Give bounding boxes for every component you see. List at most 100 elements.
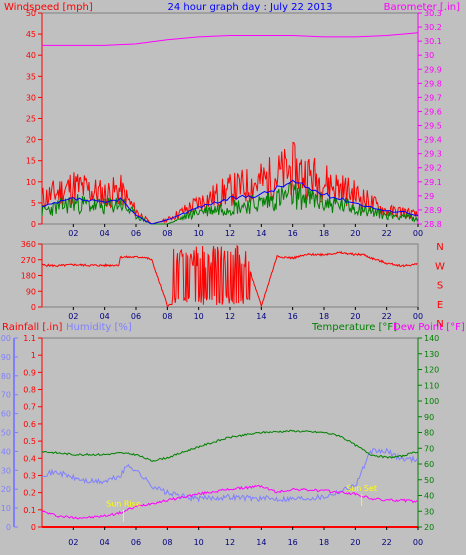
humidity-y-tick-label: 20 <box>1 485 11 494</box>
direction-x-tick-label: 16 <box>288 312 298 321</box>
dewpoint-axis-title: Dew Point [°F] <box>393 322 465 333</box>
weather-x-tick-label: 20 <box>350 538 360 547</box>
temperature-y-tick-label: 60 <box>424 460 434 469</box>
barometer-y-tick-label: 28.9 <box>424 206 442 215</box>
barometer-y-tick-label: 30.3 <box>424 9 442 18</box>
wind-y-tick-label: 35 <box>26 72 36 81</box>
wind-barometer-panel: 0 5 10 15 20 25 30 35 40 45 50 28.8 28.9 29 29.1 29.2 29… <box>26 9 442 238</box>
wind-x-tick-label: 18 <box>319 229 329 238</box>
temperature-y-tick-label: 110 <box>424 381 439 390</box>
direction-x-tick-label: 06 <box>131 312 141 321</box>
rain-y-tick-label: 1.1 <box>23 334 36 343</box>
weather-x-tick-label: 22 <box>382 538 392 547</box>
barometer-y-tick-label: 30.1 <box>424 37 442 46</box>
rain-y-tick-label: 0.2 <box>23 489 36 498</box>
barometer-y-tick-label: 29.3 <box>424 150 442 159</box>
rain-y-tick-label: 0.4 <box>23 454 36 463</box>
humidity-series <box>41 447 419 503</box>
direction-y-tick-label: 90 <box>26 287 36 296</box>
temperature-axis-title: Temperature [°F] <box>311 322 397 333</box>
weather-x-tick-label: 06 <box>131 538 141 547</box>
temperature-y-tick-label: 120 <box>424 366 439 375</box>
dewpoint-series <box>41 484 418 520</box>
windspeed-axis-title: Windspeed [mph] <box>4 2 93 13</box>
wind-x-tick-label: 10 <box>194 229 204 238</box>
weather-x-tick-label: 12 <box>225 538 235 547</box>
humidity-y-tick-label: 0 <box>6 523 11 532</box>
wind-x-tick-label: 04 <box>100 229 110 238</box>
barometer-y-tick-label: 29.1 <box>424 178 442 187</box>
compass-label: W <box>435 261 445 272</box>
direction-x-tick-label: 22 <box>382 312 392 321</box>
wind-y-tick-label: 15 <box>26 157 36 166</box>
direction-y-tick-label: 0 <box>31 303 36 312</box>
humidity-y-tick-label: 10 <box>1 504 11 513</box>
direction-y-tick-label: 270 <box>21 256 36 265</box>
wind-x-tick-label: 14 <box>256 229 266 238</box>
humidity-y-tick-label: 80 <box>1 372 11 381</box>
humidity-y-tick-label: 60 <box>1 410 11 419</box>
barometer-y-tick-label: 29.4 <box>424 136 442 145</box>
wind-y-tick-label: 40 <box>26 51 36 60</box>
temperature-series <box>41 429 419 462</box>
wind-x-tick-label: 08 <box>162 229 172 238</box>
humidity-y-tick-label: 50 <box>1 429 11 438</box>
weather-x-tick-label: 10 <box>194 538 204 547</box>
barometer-axis-title: Barometer [.in] <box>384 2 460 13</box>
humidity-y-tick-label: 30 <box>1 466 11 475</box>
barometer-y-tick-label: 29.5 <box>424 122 442 131</box>
direction-x-tick-label: 02 <box>68 312 78 321</box>
wind-x-tick-label: 00 <box>413 229 423 238</box>
direction-x-tick-label: 14 <box>256 312 266 321</box>
temperature-y-tick-label: 50 <box>424 476 434 485</box>
compass-label: S <box>437 281 443 292</box>
humidity-y-tick-label: 90 <box>1 353 11 362</box>
humidity-y-tick-label: 70 <box>1 391 11 400</box>
temperature-y-tick-label: 30 <box>424 507 434 516</box>
wind-x-tick-label: 02 <box>68 229 78 238</box>
weather-x-tick-label: 16 <box>288 538 298 547</box>
direction-y-tick-label: 360 <box>21 240 36 249</box>
direction-x-tick-label: 12 <box>225 312 235 321</box>
sunset-label: Sun Set <box>346 484 377 493</box>
barometer-y-tick-label: 29.9 <box>424 65 442 74</box>
sunrise-label: Sun Rise <box>106 500 141 509</box>
weather-x-tick-label: 18 <box>319 538 329 547</box>
compass-label: N <box>436 242 443 253</box>
rain-y-tick-label: 0.7 <box>23 403 36 412</box>
barometer-y-tick-label: 29.6 <box>424 107 442 116</box>
wind-average-series <box>41 179 419 225</box>
rain-y-tick-label: 0.8 <box>23 386 36 395</box>
direction-x-tick-label: 20 <box>350 312 360 321</box>
wind-y-tick-label: 20 <box>26 136 36 145</box>
wind-x-tick-label: 22 <box>382 229 392 238</box>
direction-x-tick-label: 00 <box>413 312 423 321</box>
wind-y-tick-label: 5 <box>31 199 36 208</box>
temperature-y-tick-label: 70 <box>424 444 434 453</box>
weather-x-tick-label: 08 <box>162 538 172 547</box>
wind-x-tick-label: 06 <box>131 229 141 238</box>
wind-y-tick-label: 45 <box>26 30 36 39</box>
barometer-y-tick-label: 30 <box>424 51 434 60</box>
rain-y-tick-label: 0.1 <box>23 506 36 515</box>
direction-x-tick-label: 08 <box>162 312 172 321</box>
temperature-y-tick-label: 40 <box>424 492 434 501</box>
barometer-y-tick-label: 28.8 <box>424 220 442 229</box>
direction-y-tick-label: 180 <box>21 272 36 281</box>
temperature-y-tick-label: 80 <box>424 429 434 438</box>
rain-y-tick-label: 0.3 <box>23 471 36 480</box>
temperature-y-tick-label: 130 <box>424 350 439 359</box>
wind-y-tick-label: 0 <box>31 220 36 229</box>
wind-y-tick-label: 30 <box>26 93 36 102</box>
wind-x-tick-label: 16 <box>288 229 298 238</box>
weather-x-tick-label: 02 <box>68 538 78 547</box>
weather-x-tick-label: 00 <box>413 538 423 547</box>
humidity-y-tick-label: 100 <box>0 334 11 343</box>
humidity-axis-title: Humidity [%] <box>66 322 132 333</box>
compass-label: N <box>436 319 443 330</box>
rain-y-tick-label: 1 <box>31 351 36 360</box>
barometer-y-tick-label: 29.2 <box>424 164 442 173</box>
